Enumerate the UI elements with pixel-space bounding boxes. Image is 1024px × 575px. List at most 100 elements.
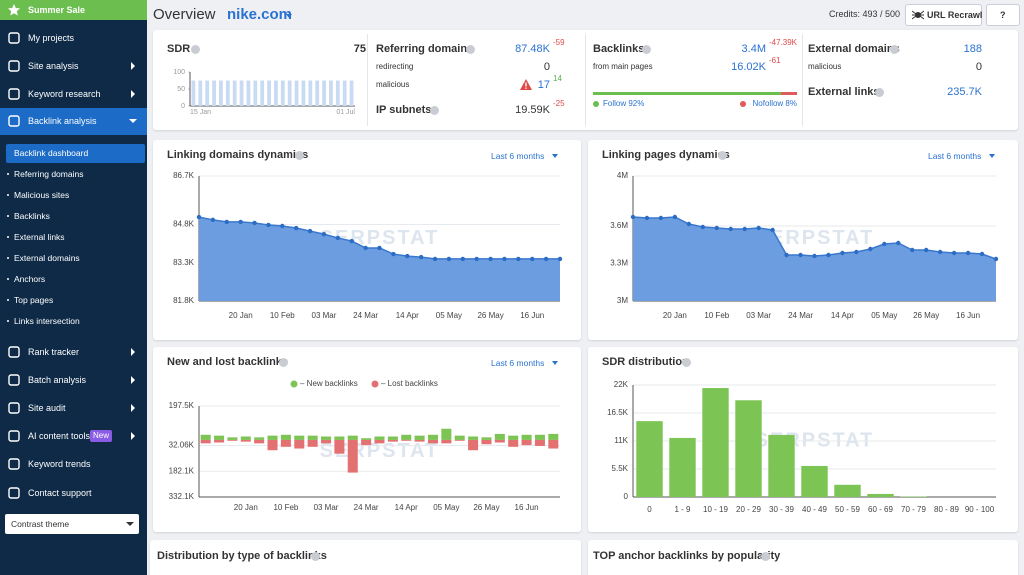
bar [867,493,894,497]
menu-item[interactable]: Site analysis [28,61,79,71]
period-select[interactable]: Last 6 months [491,358,545,368]
legend-dot [593,101,599,107]
y-tick-label: 4M [617,171,628,180]
arrow[interactable] [131,90,135,98]
point [252,220,257,226]
theme-label[interactable]: Contrast theme [11,519,70,529]
legend-label[interactable]: – Lost backlinks [381,379,438,388]
menu-item[interactable]: Backlink analysis [28,116,97,126]
recrawl-label[interactable]: URL Recrawl [927,10,983,20]
page-title: Overview [153,6,216,23]
submenu-item[interactable]: Backlinks [14,211,50,221]
info-icon[interactable] [642,45,651,54]
bar [342,80,347,106]
info-icon[interactable] [466,45,475,54]
arrow[interactable] [131,432,135,440]
caret[interactable] [552,154,558,158]
menu-item[interactable]: My projects [28,33,75,43]
arrow[interactable] [131,62,135,70]
info-icon[interactable] [718,151,727,160]
info-icon[interactable] [875,88,884,97]
legend-dot[interactable] [290,380,298,388]
icon-shape [8,32,20,44]
menu-item[interactable]: Keyword research [28,89,101,99]
point [474,256,479,262]
submenu-item[interactable]: Malicious sites [14,190,70,200]
stat-value: 0 [543,61,550,73]
x-tick-label: 80 - 89 [934,505,959,514]
point [280,223,285,229]
submenu-item[interactable]: External links [14,232,65,242]
arrow[interactable] [131,404,135,412]
help-button[interactable]: ? [986,4,1020,26]
caret[interactable] [552,361,558,365]
arrow[interactable] [129,119,137,123]
info-icon[interactable] [295,151,304,160]
info-icon[interactable] [682,358,691,367]
x-tick-label: 40 - 49 [802,505,827,514]
stat-value[interactable]: 188 [963,43,982,55]
caret[interactable] [126,522,134,526]
bar [401,434,412,440]
arrow[interactable] [131,376,135,384]
theme-select[interactable]: Contrast theme [5,514,139,534]
bar [227,437,238,440]
caret[interactable] [989,154,995,158]
promo-bar[interactable] [0,0,147,20]
stat-value[interactable]: 235.7K [947,86,982,98]
recrawl-button[interactable]: URL Recrawl [905,4,982,26]
stat-label: redirecting [376,62,414,71]
stat-value[interactable]: 17 [537,79,550,91]
menu-item[interactable]: Contact support [28,488,92,498]
help-label[interactable]: ? [1000,10,1006,20]
domain-caret[interactable] [286,14,292,18]
bar [427,434,438,440]
chart-card: SERPSTAT 0 5.5K 11K 16.5K 22K 0 1 - 9 10 - 19 20 … [588,347,1018,532]
info-icon[interactable] [311,552,320,561]
info-icon[interactable] [430,106,439,115]
stat-value[interactable]: 16.02K [731,61,766,73]
submenu-item[interactable]: Backlink dashboard [14,148,89,158]
bar [454,439,465,441]
x-tick-label: 10 Feb [273,503,298,512]
area [199,217,560,301]
submenu-item[interactable]: Anchors [14,274,46,284]
submenu-item[interactable]: Top pages [14,295,54,305]
bar [414,439,425,442]
bar [427,439,438,444]
period-select[interactable]: Last 6 months [491,151,545,161]
bullet [7,194,9,196]
stat-delta: 14 [553,74,562,83]
menu-item[interactable]: Keyword trends [28,459,91,469]
point [307,228,313,234]
info-icon[interactable] [279,358,288,367]
bar [240,436,251,440]
stat-value[interactable]: 3.4M [741,43,766,55]
info-icon[interactable] [761,552,770,561]
menu-item[interactable]: Site audit [28,403,66,413]
divider [367,34,368,126]
bar [280,80,285,106]
legend-label[interactable]: – New backlinks [300,379,358,388]
menu-item[interactable]: Batch analysis [28,375,87,385]
period-select[interactable]: Last 6 months [928,151,982,161]
bar [232,80,237,106]
submenu-item[interactable]: External domains [14,253,80,263]
info-icon[interactable] [191,45,200,54]
arrow[interactable] [131,348,135,356]
menu-item[interactable]: AI content tools [28,431,91,441]
menu-item[interactable]: Rank tracker [28,347,80,357]
bar [280,439,291,447]
promo-label[interactable]: Summer Sale [28,5,86,15]
info-icon[interactable] [890,45,899,54]
point [826,252,831,258]
domain-select[interactable]: nike.com [227,6,293,23]
legend-dot[interactable] [371,380,379,388]
submenu-item[interactable]: Referring domains [14,169,84,179]
submenu-item[interactable]: Links intersection [14,316,80,326]
y-tick-label: 100 [173,69,185,76]
stat-value[interactable]: 87.48K [515,43,550,55]
point [896,240,901,246]
bar [454,435,465,440]
